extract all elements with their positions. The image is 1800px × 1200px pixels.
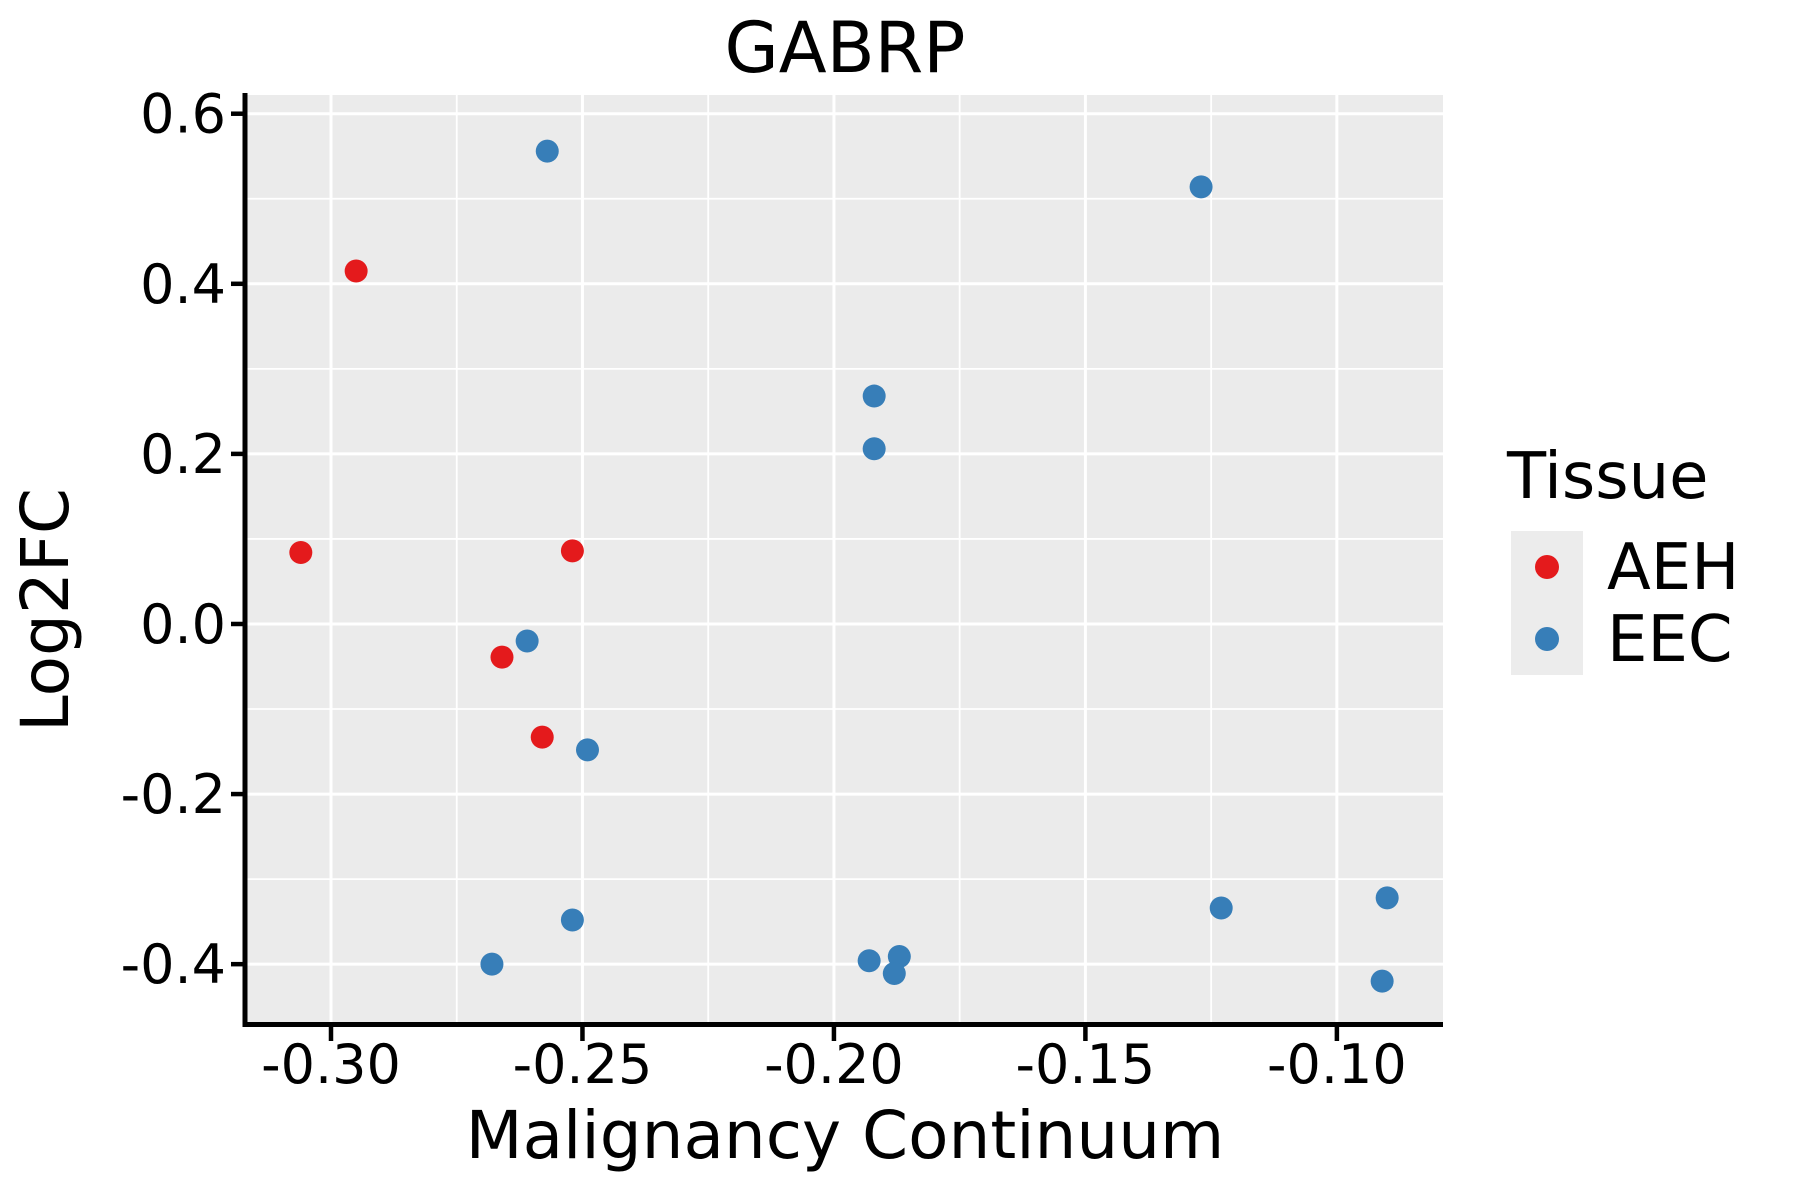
point-EEC xyxy=(1370,969,1394,993)
point-EEC xyxy=(862,437,886,461)
x-axis-title: Malignancy Continuum xyxy=(466,1097,1225,1174)
data-points-layer xyxy=(289,139,1399,993)
legend-title: Tissue xyxy=(1506,440,1709,514)
x-tick-label: -0.10 xyxy=(1267,1033,1407,1096)
point-EEC xyxy=(1189,175,1213,199)
y-tick-label: 0.6 xyxy=(140,83,226,146)
point-AEH xyxy=(490,645,514,669)
legend-item-label-eec: EEC xyxy=(1607,603,1733,677)
y-tick-label: -0.2 xyxy=(121,763,226,826)
legend-key-dot-aeh xyxy=(1535,555,1559,579)
point-EEC xyxy=(535,139,559,163)
y-tick-label: 0.4 xyxy=(140,253,226,316)
y-tick-label: -0.4 xyxy=(121,933,226,996)
legend-item-eec: EEC xyxy=(1511,603,1733,677)
plot-panel xyxy=(247,95,1443,1022)
y-axis-title: Log2FC xyxy=(7,488,84,732)
point-EEC xyxy=(862,384,886,408)
axis-layer: 0.6 0.4 0.2 0.0 -0.2 -0.4 -0.30 -0.25 -0.20 -0.15… xyxy=(121,83,1443,1096)
point-AEH xyxy=(530,725,554,749)
point-EEC xyxy=(1209,896,1233,920)
legend: Tissue AEH EEC xyxy=(1506,440,1739,677)
y-tick-label: 0.0 xyxy=(140,593,226,656)
legend-key-dot-eec xyxy=(1535,627,1559,651)
point-AEH xyxy=(289,541,313,565)
y-tick-label: 0.2 xyxy=(140,423,226,486)
point-EEC xyxy=(560,908,584,932)
point-EEC xyxy=(480,952,504,976)
legend-item-label-aeh: AEH xyxy=(1607,531,1739,605)
point-EEC xyxy=(575,738,599,762)
point-AEH xyxy=(560,539,584,563)
x-tick-label: -0.25 xyxy=(513,1033,653,1096)
x-tick-label: -0.20 xyxy=(764,1033,904,1096)
x-tick-label: -0.30 xyxy=(261,1033,401,1096)
point-EEC xyxy=(1375,886,1399,910)
plot-panel-layer xyxy=(247,95,1443,1022)
point-EEC xyxy=(882,962,906,986)
point-EEC xyxy=(857,949,881,973)
point-AEH xyxy=(344,259,368,283)
chart-title: GABRP xyxy=(724,7,965,89)
x-tick-label: -0.15 xyxy=(1016,1033,1156,1096)
legend-item-aeh: AEH xyxy=(1511,531,1739,605)
gridline-layer xyxy=(247,95,1443,1022)
point-EEC xyxy=(515,629,539,653)
